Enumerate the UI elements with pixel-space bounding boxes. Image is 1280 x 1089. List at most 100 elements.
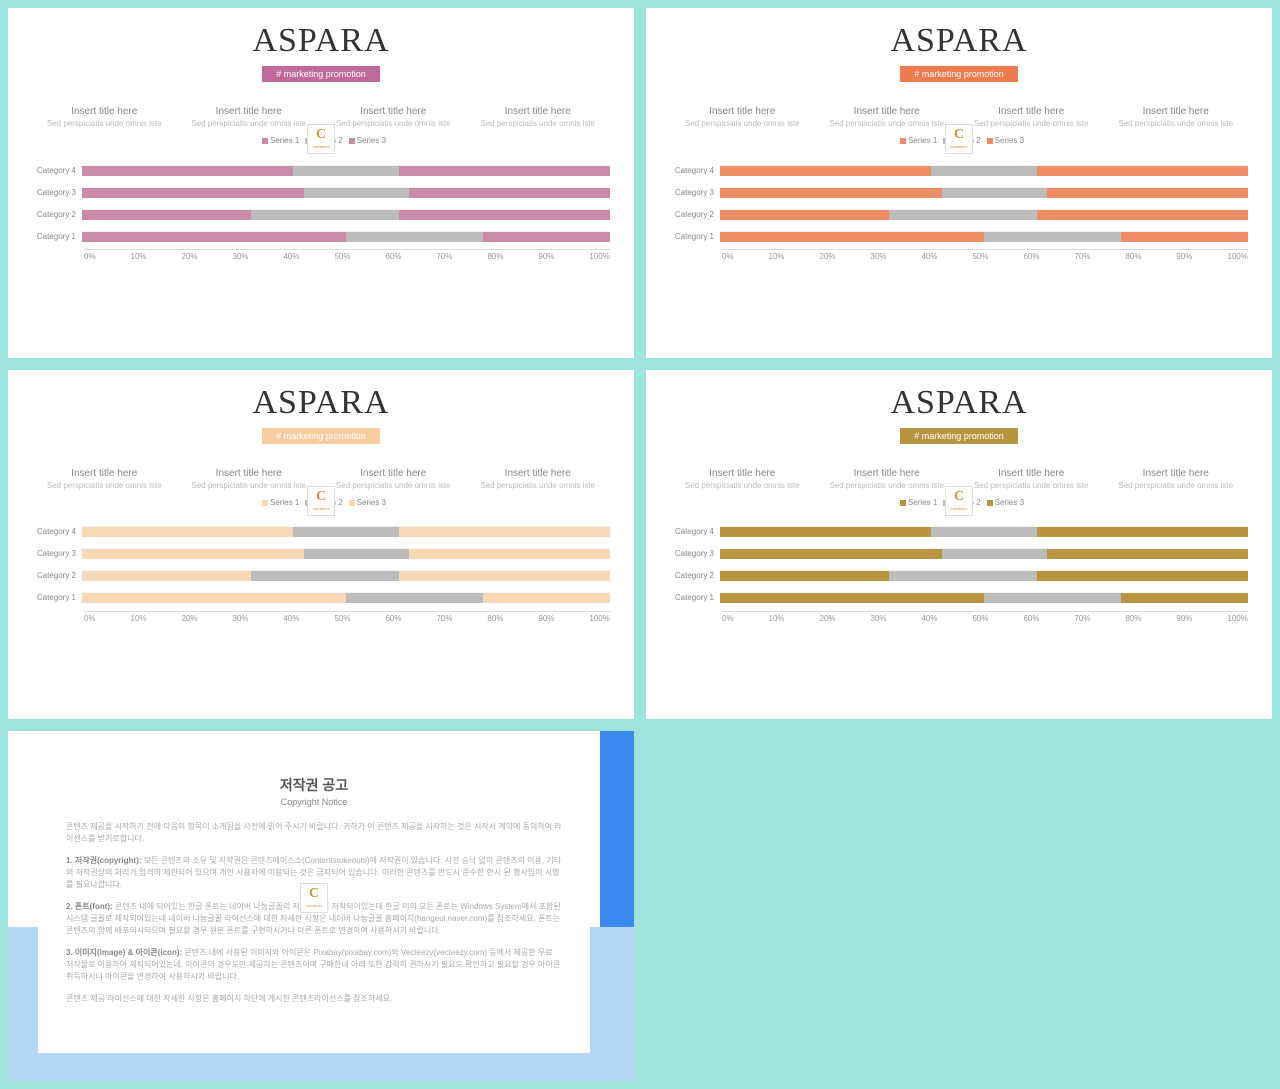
watermark-c-icon: C — [945, 486, 973, 516]
bar-seg-1 — [720, 166, 931, 176]
chart-row: Category 2 — [722, 205, 1248, 223]
chart-legend: CSeries 1Series 2Series 3 — [670, 498, 1248, 507]
bar-track — [82, 187, 610, 198]
x-tick: 50% — [972, 252, 988, 261]
bar-seg-3 — [399, 571, 610, 581]
x-tick: 50% — [334, 252, 350, 261]
bar-seg-1 — [82, 571, 251, 581]
x-tick: 100% — [589, 614, 609, 623]
legend-label: Series 3 — [357, 498, 386, 507]
bar-seg-1 — [82, 210, 251, 220]
chart-row: Category 1 — [722, 227, 1248, 245]
col-sub: Sed perspiciatis unde omnis iste — [466, 481, 611, 490]
subtitle-badge: # marketing promotion — [262, 66, 380, 82]
column-header: Insert title hereSed perspiciatis unde o… — [670, 468, 815, 490]
subtitle-badge: # marketing promotion — [262, 428, 380, 444]
x-tick: 80% — [1125, 614, 1141, 623]
x-tick: 90% — [1176, 614, 1192, 623]
x-tick: 0% — [84, 614, 96, 623]
category-label: Category 4 — [670, 166, 720, 175]
brand-title: ASPARA — [32, 384, 610, 422]
x-tick: 80% — [487, 252, 503, 261]
chart-row: Category 4 — [84, 161, 610, 179]
x-tick: 0% — [722, 252, 734, 261]
legend-label: Series 1 — [908, 136, 937, 145]
x-tick: 60% — [385, 252, 401, 261]
x-tick: 30% — [233, 252, 249, 261]
bar-seg-3 — [409, 188, 610, 198]
slide-1: ASPARA # marketing promotion Insert title … — [8, 8, 634, 358]
brand-title: ASPARA — [670, 384, 1248, 422]
bar-seg-2 — [293, 166, 399, 176]
bar-track — [82, 548, 610, 559]
chart-row: Category 1 — [722, 589, 1248, 607]
bar-seg-2 — [984, 232, 1121, 242]
slide-copyright: 저작권 공고 Copyright Notice 콘텐츠 제공을 시작하기 전에 … — [8, 731, 634, 1081]
x-tick: 20% — [182, 614, 198, 623]
column-header: Insert title here Sed perspiciatis unde o… — [321, 468, 466, 490]
category-label: Category 4 — [670, 527, 720, 536]
bar-seg-3 — [483, 593, 610, 603]
col-sub: Sed perspiciatis unde omnis iste — [32, 119, 177, 128]
category-label: Category 2 — [670, 571, 720, 580]
legend-swatch — [262, 138, 268, 144]
bar-track — [720, 187, 1248, 198]
bar-seg-3 — [483, 232, 610, 242]
bar-seg-3 — [1047, 188, 1248, 198]
col-title: Insert title here — [177, 106, 322, 117]
chart-row: Category 3 — [722, 545, 1248, 563]
col-title: Insert title here — [321, 468, 466, 479]
col-sub: Sed perspiciatis unde omnis iste — [670, 119, 815, 128]
column-header: Insert title hereSed perspiciatis unde o… — [177, 468, 322, 490]
column-header: Insert title hereSed perspiciatis unde o… — [815, 106, 960, 128]
watermark-c-icon: C — [307, 486, 335, 516]
column-header: Insert title hereSed perspiciatis unde o… — [1104, 468, 1249, 490]
legend-swatch — [349, 138, 355, 144]
col-title: Insert title here — [1104, 106, 1249, 117]
x-tick: 70% — [1074, 252, 1090, 261]
chart-row: Category 4 — [722, 523, 1248, 541]
bar-seg-2 — [304, 188, 410, 198]
x-tick: 50% — [972, 614, 988, 623]
chart-legend: CSeries 1Series 2Series 3 — [32, 498, 610, 507]
col-title: Insert title here — [32, 106, 177, 117]
chart-legend: CSeries 1Series 2Series 3 — [670, 136, 1248, 145]
slide-3: ASPARA # marketing promotion Insert title … — [8, 370, 634, 720]
brand-title: ASPARA — [670, 22, 1248, 60]
x-tick: 30% — [871, 252, 887, 261]
col-sub: Sed perspiciatis unde omnis iste — [177, 481, 322, 490]
x-tick: 70% — [1074, 614, 1090, 623]
category-label: Category 3 — [32, 188, 82, 197]
chart-row: Category 3 — [84, 183, 610, 201]
column-header: Insert title hereSed perspiciatis unde o… — [1104, 106, 1249, 128]
x-axis: 0%10%20%30%40%50%60%70%80%90%100% — [84, 611, 610, 623]
col-sub: Sed perspiciatis unde omnis iste — [670, 481, 815, 490]
category-label: Category 1 — [670, 232, 720, 241]
category-label: Category 4 — [32, 166, 82, 175]
slide-4: ASPARA# marketing promotionInsert title … — [646, 370, 1272, 720]
category-label: Category 3 — [670, 188, 720, 197]
watermark-c-icon: C — [307, 124, 335, 154]
col-title: Insert title here — [959, 106, 1104, 117]
chart-row: Category 4 — [84, 523, 610, 541]
x-tick: 70% — [436, 252, 452, 261]
legend-label: Series 3 — [357, 136, 386, 145]
col-sub: Sed perspiciatis unde omnis iste — [321, 481, 466, 490]
bar-seg-3 — [399, 210, 610, 220]
bar-seg-1 — [720, 188, 942, 198]
chart-row: Category 2 — [722, 567, 1248, 585]
copyright-panel: 저작권 공고 Copyright Notice 콘텐츠 제공을 시작하기 전에 … — [38, 755, 590, 1053]
chart-row: Category 3 — [84, 545, 610, 563]
copyright-title-kr: 저작권 공고 — [66, 775, 562, 795]
legend-label: Series 1 — [270, 498, 299, 507]
category-label: Category 2 — [32, 210, 82, 219]
bar-seg-3 — [399, 166, 610, 176]
x-tick: 10% — [769, 252, 785, 261]
col-title: Insert title here — [1104, 468, 1249, 479]
x-tick: 100% — [1227, 252, 1247, 261]
bar-track — [720, 209, 1248, 220]
col-sub: Sed perspiciatis unde omnis iste — [177, 119, 322, 128]
col-sub: Sed perspiciatis unde omnis iste — [321, 119, 466, 128]
brand-title: ASPARA — [32, 22, 610, 60]
col-title: Insert title here — [959, 468, 1104, 479]
